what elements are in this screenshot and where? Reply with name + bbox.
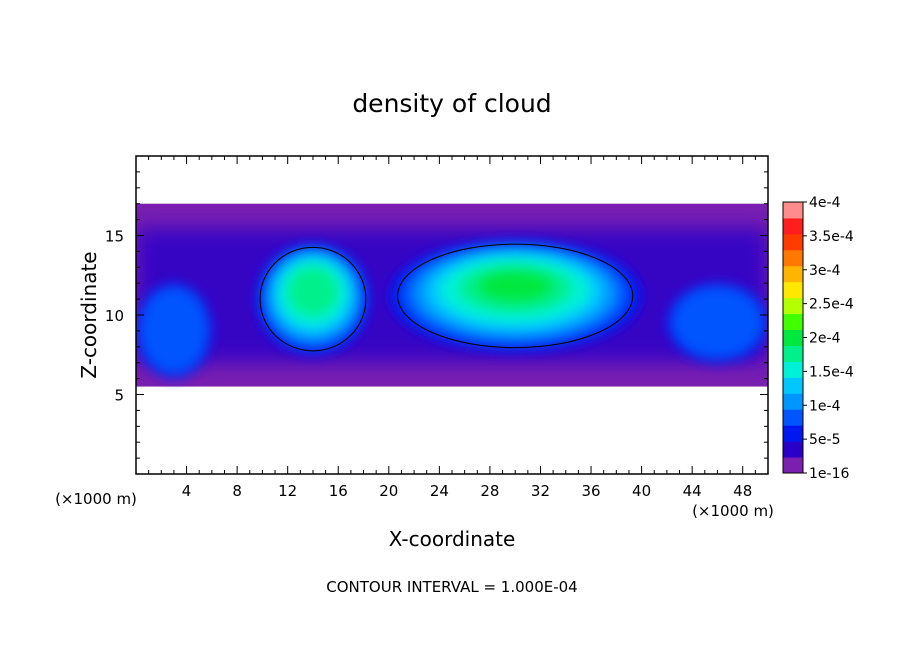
colorbar-swatch: [783, 457, 803, 474]
colorbar-swatch: [783, 345, 803, 362]
y-tick-label: 10: [105, 307, 124, 325]
contour-line-2: [397, 243, 634, 349]
colorbar-swatch: [783, 249, 803, 267]
colorbar-label: 2.5e-4: [809, 297, 854, 313]
colorbar-swatch: [783, 329, 803, 346]
colorbar-label: 1e-4: [809, 398, 841, 414]
colorbar-swatch: [783, 313, 803, 331]
colorbar-label: 1e-16: [809, 466, 849, 482]
cloud-cell-4: [136, 283, 212, 379]
colorbar-label: 1.5e-4: [809, 364, 854, 380]
colorbar-swatch: [783, 441, 803, 458]
x-tick-label: 28: [480, 482, 499, 500]
x-tick-label: 8: [232, 482, 242, 500]
colorbar: 4e-4 3.5e-4 3e-4 2.5e-4 2e-4 1.5e-4 1e-4 5e-5 1e…: [782, 195, 854, 482]
x-unit-left: (×1000 m): [55, 490, 137, 508]
x-tick-label: 32: [531, 482, 550, 500]
colorbar-swatch: [783, 361, 803, 378]
colorbar-swatch: [783, 425, 803, 442]
density-field: [136, 203, 768, 387]
cloud-cell-3: [666, 283, 768, 363]
x-tick-label: 4: [182, 482, 192, 500]
x-tick-label: 36: [581, 482, 600, 500]
x-tick-label: 12: [278, 482, 297, 500]
colorbar-label: 2e-4: [809, 331, 841, 347]
y-axis-label: Z-coordinate: [77, 251, 101, 378]
colorbar-label: 5e-5: [809, 432, 840, 448]
plot-area: [136, 203, 768, 387]
colorbar-swatch: [783, 265, 803, 283]
cloud-cell-1: [256, 243, 370, 355]
y-tick-label: 5: [114, 387, 124, 405]
x-tick-label: 20: [379, 482, 398, 500]
y-tick-label: 15: [105, 228, 124, 246]
colorbar-swatch: [783, 409, 803, 426]
contour-line-1: [259, 246, 367, 352]
colorbar-swatch: [783, 297, 803, 315]
colorbar-swatch: [783, 217, 803, 235]
x-tick-label: 48: [733, 482, 752, 500]
x-unit-right: (×1000 m): [692, 502, 774, 520]
cloud-cell-2: [388, 240, 642, 352]
x-tick-label: 40: [632, 482, 651, 500]
colorbar-swatch: [783, 281, 803, 299]
colorbar-label: 4e-4: [809, 195, 841, 211]
y-axis: 5 10 15: [105, 171, 768, 459]
chart-title: density of cloud: [352, 89, 551, 118]
colorbar-swatch: [783, 393, 803, 410]
colorbar-swatch: [783, 233, 803, 251]
x-tick-label: 44: [683, 482, 702, 500]
x-axis-label: X-coordinate: [389, 527, 516, 551]
colorbar-swatch: [783, 377, 803, 394]
colorbar-swatch: [783, 202, 803, 219]
colorbar-label: 3e-4: [809, 263, 841, 279]
x-tick-label: 24: [430, 482, 449, 500]
contour-lines: [259, 243, 634, 352]
x-tick-label: 16: [329, 482, 348, 500]
x-axis: 4 8 12 16 20 24 28 32 36 40 44 48: [148, 156, 756, 500]
colorbar-label: 3.5e-4: [809, 229, 854, 245]
contour-interval-note: CONTOUR INTERVAL = 1.000E-04: [326, 578, 577, 596]
